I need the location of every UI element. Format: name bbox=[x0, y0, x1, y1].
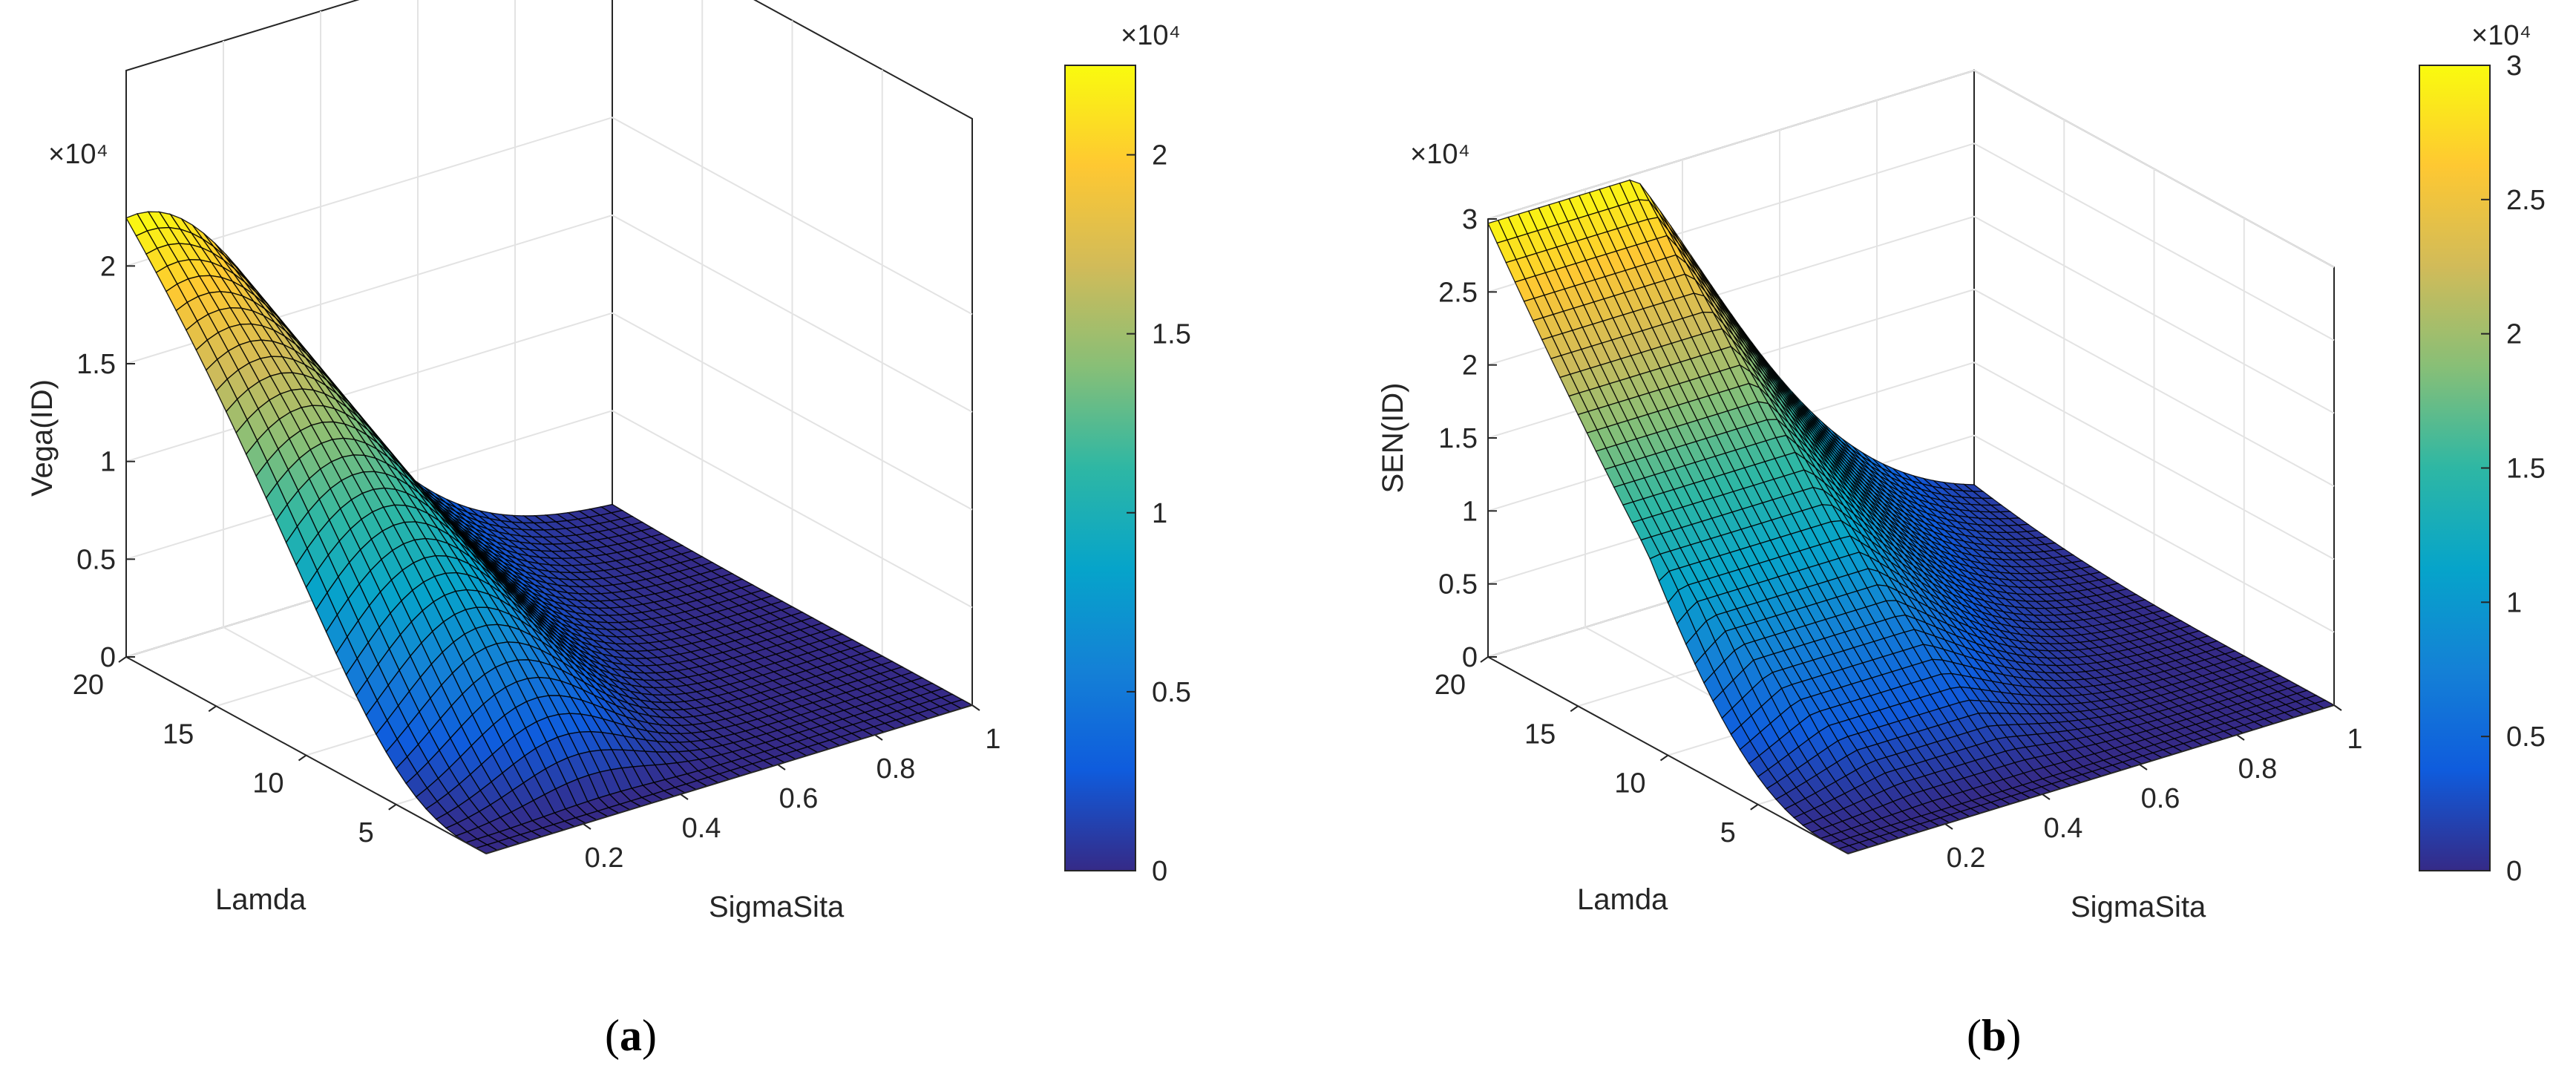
y-tick-label: 10 bbox=[1614, 768, 1645, 799]
y-tick-label: 15 bbox=[163, 719, 194, 750]
x-tick bbox=[971, 704, 980, 711]
y-tick bbox=[208, 705, 217, 713]
colorbar-tick-label: 2 bbox=[1152, 140, 1167, 171]
panel-a-z-multiplier: ×10⁴ bbox=[48, 139, 108, 170]
y-tick bbox=[1480, 656, 1489, 663]
x-tick bbox=[2333, 704, 2342, 711]
panel-a-xlabel: SigmaSita bbox=[709, 891, 845, 923]
z-tick-label: 0.5 bbox=[76, 544, 116, 575]
z-tick-label: 0 bbox=[1462, 642, 1478, 673]
panel-a-zlabel: Vega(ID) bbox=[26, 379, 59, 497]
colorbar-tick-label: 0 bbox=[2506, 856, 2522, 887]
grid-line bbox=[1487, 69, 2335, 268]
y-tick bbox=[1659, 754, 1669, 762]
x-tick bbox=[2139, 764, 2148, 770]
z-tick-label: 0 bbox=[100, 642, 116, 673]
x-tick-label: 0.6 bbox=[2141, 783, 2180, 814]
colorbar-tick-label: 1.5 bbox=[1152, 319, 1191, 350]
x-axis-line bbox=[485, 704, 973, 854]
y-tick bbox=[298, 754, 307, 762]
z-tick-label: 2 bbox=[100, 251, 116, 282]
panel-b-colorbar-multiplier: ×10⁴ bbox=[2471, 20, 2531, 51]
x-tick bbox=[1944, 823, 1953, 830]
x-axis-line bbox=[1847, 704, 2335, 854]
x-tick bbox=[2042, 794, 2051, 800]
colorbar-tick-label: 1.5 bbox=[2506, 454, 2546, 485]
panel-b-surface bbox=[1487, 179, 2336, 854]
panel-a-axes-grid bbox=[125, 0, 973, 825]
z-tick-label: 0.5 bbox=[1438, 569, 1478, 601]
panel-b-colorbar bbox=[2419, 65, 2491, 871]
panel-b-z-multiplier: ×10⁴ bbox=[1410, 139, 1470, 170]
x-tick bbox=[874, 734, 883, 741]
y-tick bbox=[118, 656, 127, 663]
panel-a-colorbar-ticks: 0 0.5 1 1.5 2 bbox=[1127, 140, 1191, 887]
panel-b-xlabel: SigmaSita bbox=[2071, 891, 2206, 923]
y-tick-label: 5 bbox=[1720, 817, 1736, 848]
x-tick-label: 0.8 bbox=[876, 753, 916, 785]
grid-line bbox=[125, 117, 973, 315]
z-tick-label: 3 bbox=[1462, 204, 1478, 235]
colorbar-tick-label: 2 bbox=[2506, 319, 2522, 350]
y-tick bbox=[1750, 803, 1759, 811]
colorbar-tick-label: 1 bbox=[2506, 587, 2522, 618]
colorbar-tick-label: 0.5 bbox=[1152, 677, 1191, 708]
colorbar-tick-label: 0.5 bbox=[2506, 722, 2546, 753]
y-tick bbox=[388, 803, 397, 811]
panel-a-colorbar-multiplier: ×10⁴ bbox=[1121, 20, 1181, 51]
y-tick-label: 10 bbox=[252, 768, 284, 799]
colorbar-tick-label: 2.5 bbox=[2506, 185, 2546, 216]
panel-b-colorbar-ticks: 0 0.5 1 1.5 2 2.5 3 bbox=[2481, 50, 2546, 887]
x-tick bbox=[777, 764, 786, 770]
colorbar-tick-label: 0 bbox=[1152, 856, 1167, 887]
x-tick-label: 0.4 bbox=[682, 813, 721, 844]
panel-a-caption-letter: a bbox=[620, 1011, 642, 1060]
z-tick-label: 1.5 bbox=[76, 349, 116, 380]
x-tick-label: 0.8 bbox=[2238, 753, 2278, 785]
colorbar-tick-label: 1 bbox=[1152, 498, 1167, 529]
colorbar-tick-label: 3 bbox=[2506, 50, 2522, 82]
z-tick-label: 2.5 bbox=[1438, 277, 1478, 308]
y-tick-label: 15 bbox=[1524, 719, 1556, 750]
y-tick-label: 5 bbox=[358, 817, 374, 848]
x-tick bbox=[680, 794, 689, 800]
z-tick-label: 1 bbox=[1462, 496, 1478, 527]
y-tick-label: 20 bbox=[73, 670, 104, 701]
panel-b-zlabel: SEN(ID) bbox=[1377, 383, 1409, 494]
panel-b-caption: (b) bbox=[1967, 1011, 2021, 1060]
panel-a-surface bbox=[125, 211, 974, 854]
x-tick-label: 0.6 bbox=[779, 783, 819, 814]
x-tick-label: 0.4 bbox=[2044, 813, 2083, 844]
grid-line bbox=[125, 214, 973, 413]
y-tick bbox=[1570, 705, 1579, 713]
z-tick-label: 1 bbox=[100, 447, 116, 478]
y-tick-label: 20 bbox=[1435, 670, 1466, 701]
x-tick-label: 0.2 bbox=[1947, 842, 1986, 874]
panel-b-ylabel: Lamda bbox=[1577, 883, 1668, 916]
x-tick bbox=[583, 823, 591, 830]
z-tick-label: 1.5 bbox=[1438, 423, 1478, 454]
panel-a-caption: (a) bbox=[605, 1011, 657, 1060]
x-tick bbox=[2236, 734, 2245, 741]
x-tick-label: 1 bbox=[2347, 724, 2362, 755]
x-tick-label: 0.2 bbox=[585, 842, 624, 874]
z-tick-label: 2 bbox=[1462, 350, 1478, 382]
x-tick-label: 1 bbox=[985, 724, 1000, 755]
panel-a-colorbar bbox=[1064, 65, 1136, 871]
panel-b-caption-letter: b bbox=[1982, 1011, 2006, 1060]
panel-a-ylabel: Lamda bbox=[215, 883, 307, 916]
